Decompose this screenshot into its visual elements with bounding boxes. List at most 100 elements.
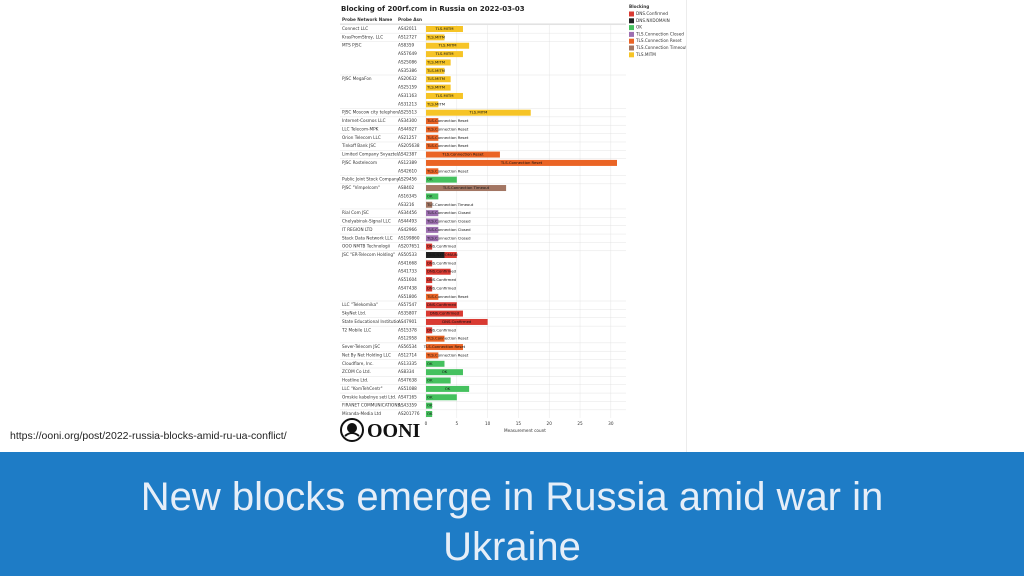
- bar-segment: [426, 51, 463, 58]
- bar-segment: [426, 76, 451, 83]
- bar-segment: [426, 268, 451, 275]
- category-label: OOO NMTB Technologii: [342, 244, 390, 249]
- legend-swatch: [629, 45, 634, 51]
- bar-label: OK: [427, 394, 433, 399]
- bar-segment: [426, 377, 451, 384]
- asn-label: AS44493: [398, 219, 417, 224]
- bar-segment: [426, 185, 507, 192]
- bar-label: OK: [427, 361, 433, 366]
- bar-segment: [426, 159, 617, 166]
- bar-label: OK: [442, 369, 448, 374]
- bar-label: TLS.Connection Closed: [426, 219, 471, 224]
- category-label: Rial Com JSC: [342, 210, 369, 215]
- bar-segment: [426, 360, 445, 367]
- bar-segment: [426, 59, 451, 66]
- bar-segment: [426, 134, 439, 141]
- asn-label: AS31213: [398, 101, 417, 106]
- asn-label: AS201776: [398, 411, 420, 416]
- bar-segment: [426, 176, 457, 183]
- x-tick-label: 15: [516, 421, 522, 426]
- category-label: Cloudflare, Inc.: [342, 361, 374, 366]
- chart: Blocking of 200rf.com in Russia on 2022-…: [336, 0, 687, 452]
- bar-segment: [426, 277, 433, 284]
- asn-label: AS25513: [398, 110, 417, 115]
- bar-label: DNS.Confirmed: [427, 302, 457, 307]
- bar-label: OK: [427, 193, 433, 198]
- asn-label: AS25159: [398, 85, 417, 90]
- bar-segment: [426, 84, 451, 91]
- x-tick-label: 5: [455, 421, 458, 426]
- category-label: PJSC Moscow city telephon...: [342, 110, 402, 115]
- asn-label: AS12958: [398, 336, 417, 341]
- x-tick-label: 25: [577, 421, 583, 426]
- asn-label: AS205638: [398, 143, 420, 148]
- bar-segment: [426, 92, 463, 99]
- bar-segment: [426, 26, 463, 32]
- asn-label: AS12389: [398, 160, 417, 165]
- category-label: Sever-Telecom JSC: [342, 344, 380, 349]
- bar-label: OK: [427, 403, 433, 408]
- legend-label: TLS.Connection Closed: [635, 31, 684, 36]
- asn-label: AS29456: [398, 177, 417, 182]
- asn-label: AS57547: [398, 302, 417, 307]
- asn-label: AS47438: [398, 285, 417, 290]
- x-axis-label: Measurement count: [504, 428, 546, 433]
- bar-label: TLS.MITM: [426, 34, 445, 39]
- asn-label: AS8402: [398, 185, 415, 190]
- bar-label: TLS.Connection Reset: [426, 126, 469, 131]
- bar-label: TLS.Connection Timeout: [442, 185, 490, 190]
- bar-segment: [444, 251, 457, 258]
- column-header: Probe Asn: [398, 17, 422, 22]
- asn-label: AS16345: [398, 193, 417, 198]
- legend-swatch: [629, 38, 634, 44]
- bar-label: TLS.Connection Reset: [426, 143, 469, 148]
- legend-label: TLS.Connection Timeout: [635, 45, 687, 50]
- bar-segment: [426, 168, 439, 175]
- category-label: Miranda-Media Ltd: [342, 411, 381, 416]
- asn-label: AS41733: [398, 269, 417, 274]
- legend-label: TLS.Connection Reset: [635, 38, 682, 43]
- asn-label: AS15378: [398, 327, 417, 332]
- bar-segment: [426, 193, 439, 200]
- chart-title: Blocking of 200rf.com in Russia on 2022-…: [341, 5, 525, 13]
- legend-swatch: [629, 18, 634, 24]
- bar-segment: [426, 344, 463, 351]
- category-label: Internet-Cosmos LLC: [342, 118, 386, 123]
- asn-label: AS25086: [398, 59, 417, 64]
- category-label: Limited Company Svyaztel...: [342, 152, 402, 157]
- bar-segment: [426, 34, 445, 41]
- asn-label: AS44927: [398, 126, 417, 131]
- bar-label: TLS.Connection Reset: [426, 294, 469, 299]
- bar-segment: [426, 218, 439, 225]
- asn-label: AS56534: [398, 344, 417, 349]
- asn-label: AS34300: [398, 118, 417, 123]
- bar-label: TLS.Connection Reset: [426, 352, 469, 357]
- bar-label: DNS.Confirmed: [427, 269, 457, 274]
- category-label: PJSC MegaFon: [342, 76, 372, 81]
- bar-label: TLS.Connection Reset: [426, 168, 469, 173]
- bar-label: TLS.MITM: [434, 51, 453, 56]
- legend-label: OK: [636, 25, 642, 30]
- asn-label: AS3216: [398, 202, 415, 207]
- bar-segment: [426, 151, 500, 158]
- bar-segment: [426, 210, 439, 217]
- asn-label: AS8359: [398, 43, 415, 48]
- bar-segment: [426, 394, 457, 401]
- bar-label: OK: [445, 386, 451, 391]
- bar-segment: [426, 42, 470, 49]
- asn-label: AS47638: [398, 378, 417, 383]
- bar-label: TLS.Connection Reset: [426, 336, 469, 341]
- category-label: Public Joint Stock Company...: [342, 177, 403, 182]
- asn-label: AS207651: [398, 244, 420, 249]
- category-label: Net By Net Holding LLC: [342, 352, 391, 357]
- bar-label: TLS.Connection Reset: [426, 118, 469, 123]
- logo: OONI: [340, 418, 421, 442]
- asn-label: AS34456: [398, 210, 417, 215]
- asn-label: AS51806: [398, 294, 417, 299]
- asn-label: AS21257: [398, 135, 417, 140]
- title-band: New blocks emerge in Russia amid war in …: [0, 452, 1024, 576]
- asn-label: AS199860: [398, 235, 420, 240]
- bar-segment: [426, 293, 439, 300]
- asn-label: AS20632: [398, 76, 417, 81]
